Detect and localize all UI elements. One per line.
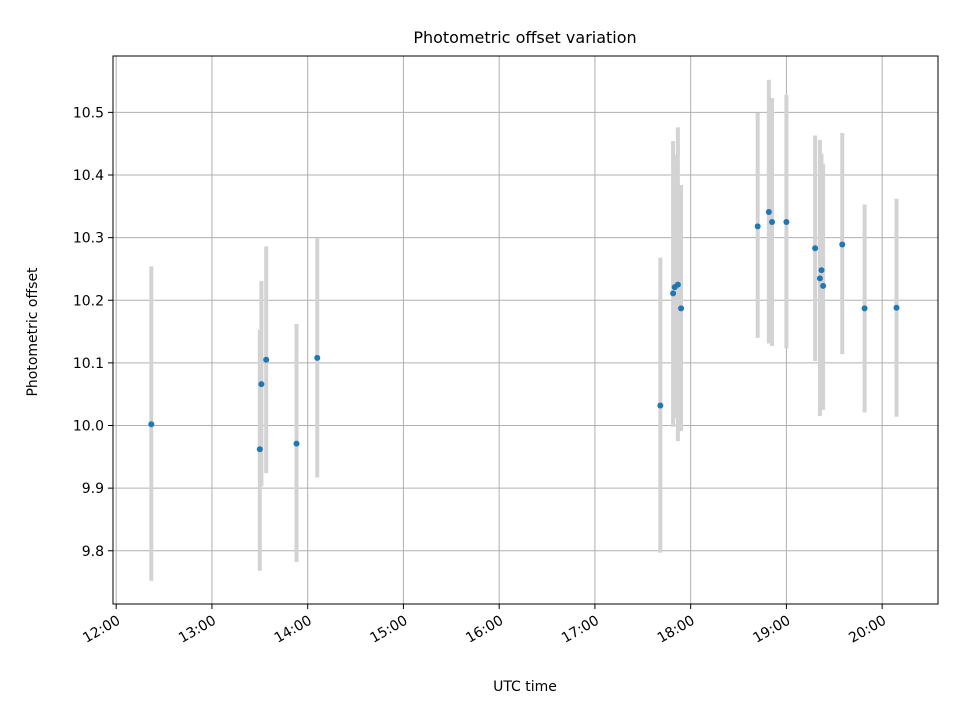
data-point xyxy=(258,381,265,388)
plot-area xyxy=(113,56,938,604)
data-point xyxy=(263,356,270,363)
data-point xyxy=(839,241,846,248)
data-point xyxy=(783,218,790,225)
chart-title: Photometric offset variation xyxy=(413,28,636,47)
data-point xyxy=(754,223,761,230)
data-point xyxy=(657,402,664,409)
y-tick-label: 10.1 xyxy=(73,356,104,372)
data-points xyxy=(148,208,900,453)
data-point xyxy=(670,290,677,297)
plot-background xyxy=(113,56,938,604)
data-point xyxy=(678,305,685,312)
y-tick-label: 10.2 xyxy=(73,293,104,309)
y-tick-label: 10.5 xyxy=(73,105,104,121)
data-point xyxy=(674,281,681,288)
y-axis-ticks: 9.8 9.9 10.0 10.1 10.2 10.3 10.4 10.5 xyxy=(73,105,113,560)
data-point xyxy=(893,304,900,311)
data-point xyxy=(812,245,819,252)
data-point xyxy=(256,446,263,453)
y-tick-label: 10.0 xyxy=(73,419,104,435)
data-point xyxy=(818,267,825,274)
x-axis-label: UTC time xyxy=(493,679,557,695)
y-tick-label: 9.8 xyxy=(82,544,104,560)
y-tick-label: 10.3 xyxy=(73,231,104,247)
data-point xyxy=(816,275,823,282)
y-tick-label: 9.9 xyxy=(82,481,104,497)
data-point xyxy=(765,208,772,215)
axes xyxy=(112,55,939,605)
y-axis-label: Photometric offset xyxy=(25,267,41,397)
data-point xyxy=(820,282,827,289)
data-point xyxy=(769,218,776,225)
data-point xyxy=(148,421,155,428)
data-point xyxy=(314,354,321,361)
y-tick-label: 10.4 xyxy=(73,168,104,184)
data-point xyxy=(861,305,868,312)
data-point xyxy=(293,440,300,447)
axes-frame xyxy=(112,55,939,605)
